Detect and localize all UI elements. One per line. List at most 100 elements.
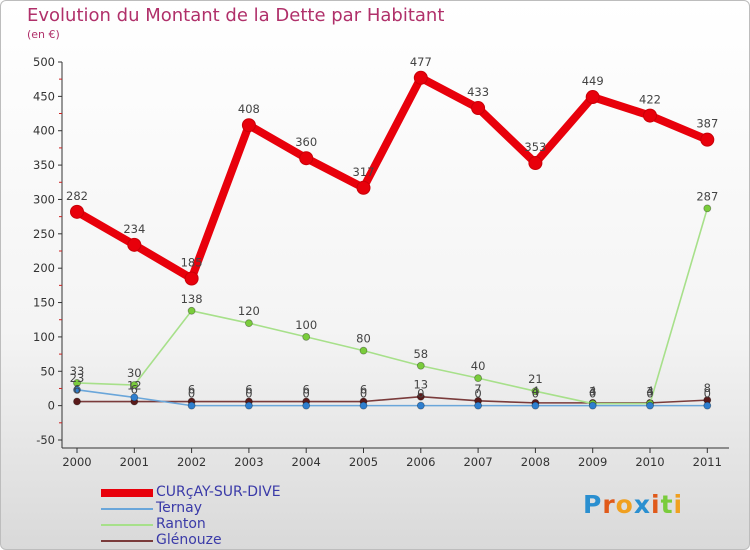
x-tick-label: 2005 xyxy=(349,455,378,469)
data-label: 58 xyxy=(413,347,428,361)
x-tick-label: 2000 xyxy=(62,455,91,469)
data-label: 234 xyxy=(123,222,145,236)
data-label: 4 xyxy=(532,384,539,398)
series-point-1 xyxy=(359,401,368,410)
data-label: 4 xyxy=(589,384,596,398)
data-label: 30 xyxy=(127,366,142,380)
series-point-0 xyxy=(356,180,371,195)
legend-swatch xyxy=(101,540,153,542)
x-tick-label: 2010 xyxy=(635,455,664,469)
chart-data-labels: 2822341854083603174774333534494223872312… xyxy=(66,55,718,401)
series-point-2 xyxy=(416,361,425,370)
legend-label: Glénouze xyxy=(156,532,222,548)
legend-swatch xyxy=(101,508,153,510)
data-label: 422 xyxy=(639,93,661,107)
series-point-1 xyxy=(416,401,425,410)
series-point-0 xyxy=(585,90,600,105)
y-tick-label: 150 xyxy=(33,296,55,310)
series-point-0 xyxy=(184,271,199,286)
y-tick-label: 0 xyxy=(48,399,55,413)
data-label: 408 xyxy=(238,102,260,116)
data-label: 0 xyxy=(532,387,539,401)
logo-letter: P xyxy=(583,490,603,519)
data-label: 0 xyxy=(188,387,195,401)
y-tick-label: 450 xyxy=(33,89,55,103)
y-tick-label: 400 xyxy=(33,124,55,138)
data-label: 6 xyxy=(303,383,310,397)
x-tick-label: 2011 xyxy=(693,455,722,469)
x-tick-label: 2002 xyxy=(177,455,206,469)
series-point-1 xyxy=(302,401,311,410)
series-point-1 xyxy=(474,401,483,410)
legend-label: CURçAY-SUR-DIVE xyxy=(156,484,281,500)
data-label: 317 xyxy=(353,165,375,179)
series-line-0 xyxy=(73,73,712,283)
data-label: 0 xyxy=(474,387,481,401)
x-tick-label: 2009 xyxy=(578,455,607,469)
y-tick-label: 200 xyxy=(33,261,55,275)
series-point-2 xyxy=(244,319,253,328)
logo-letter: r xyxy=(602,490,616,519)
series-point-3 xyxy=(73,397,81,406)
data-label: 0 xyxy=(360,387,367,401)
series-point-1 xyxy=(588,401,597,410)
data-label: 8 xyxy=(704,381,711,395)
data-label: 33 xyxy=(70,364,85,378)
data-label: 3 xyxy=(589,385,596,399)
series-point-0 xyxy=(471,101,486,116)
series-point-2 xyxy=(130,381,139,389)
series-point-3 xyxy=(416,392,425,401)
legend-label: Ternay xyxy=(156,500,203,516)
chart-title: Evolution du Montant de la Dette par Hab… xyxy=(27,5,445,26)
data-label: 287 xyxy=(696,189,718,203)
chart-series xyxy=(70,70,715,410)
logo-letter: o xyxy=(615,490,634,519)
proxiti-logo: Proxiti xyxy=(583,490,683,519)
data-label: 0 xyxy=(417,387,424,401)
legend-swatch xyxy=(101,524,153,526)
data-label: 433 xyxy=(467,85,489,99)
data-label: 6 xyxy=(245,383,252,397)
x-tick-label: 2008 xyxy=(521,455,550,469)
data-label: 449 xyxy=(582,74,604,88)
x-tick-label: 2006 xyxy=(406,455,435,469)
y-tick-label: 300 xyxy=(33,192,55,206)
logo-letter: t xyxy=(660,490,674,519)
series-point-2 xyxy=(302,333,311,341)
series-point-0 xyxy=(413,70,428,85)
series-point-2 xyxy=(531,387,540,396)
data-label: 23 xyxy=(70,371,85,385)
data-label: 0 xyxy=(245,387,252,401)
legend-swatch xyxy=(101,489,153,497)
series-point-0 xyxy=(70,204,84,219)
y-tick-label: 100 xyxy=(33,330,55,344)
data-label: 387 xyxy=(696,117,718,131)
legend-label: Ranton xyxy=(156,516,206,532)
data-label: 185 xyxy=(181,255,203,269)
data-label: 282 xyxy=(66,189,88,203)
series-point-1 xyxy=(187,401,196,410)
series-point-2 xyxy=(474,374,483,383)
series-point-0 xyxy=(127,237,142,252)
data-label: 4 xyxy=(646,384,653,398)
y-tick-label: 250 xyxy=(33,227,55,241)
data-label: 6 xyxy=(188,383,195,397)
data-label: 40 xyxy=(471,359,486,373)
data-label: 100 xyxy=(295,318,317,332)
series-point-1 xyxy=(703,401,712,410)
y-tick-label: -50 xyxy=(36,433,55,447)
data-label: 80 xyxy=(356,332,371,346)
data-label: 0 xyxy=(303,387,310,401)
data-label: 3 xyxy=(646,385,653,399)
logo-letter: i xyxy=(651,490,661,519)
series-point-0 xyxy=(241,118,256,133)
series-point-0 xyxy=(643,108,657,123)
data-label: 6 xyxy=(360,383,367,397)
x-tick-label: 2007 xyxy=(463,455,492,469)
x-tick-label: 2001 xyxy=(120,455,149,469)
x-tick-label: 2003 xyxy=(234,455,263,469)
series-point-2 xyxy=(359,346,368,355)
data-label: 6 xyxy=(131,383,138,397)
